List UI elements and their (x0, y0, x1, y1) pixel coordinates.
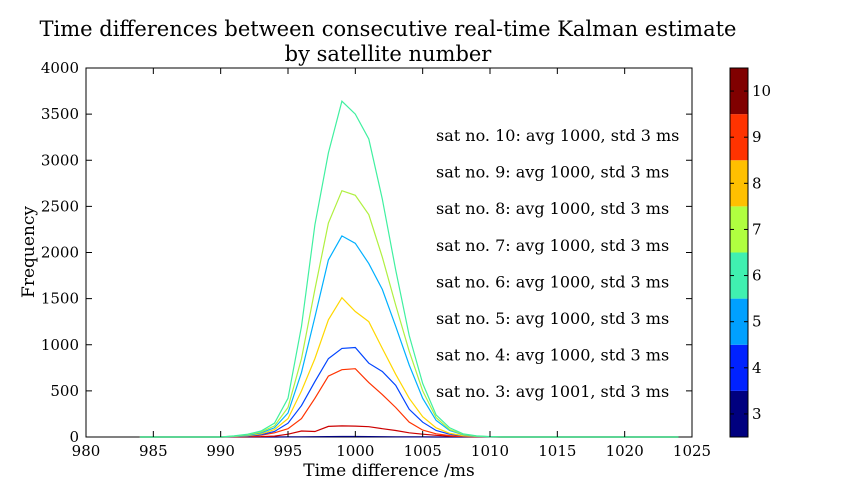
colorbar-label: 8 (752, 174, 762, 192)
y-tick-label: 3500 (41, 105, 79, 123)
y-tick-label: 3000 (41, 151, 79, 169)
colorbar-segment (730, 68, 748, 115)
colorbar-label: 6 (752, 267, 762, 285)
annotation-text: sat no. 10: avg 1000, std 3 ms (436, 126, 679, 145)
y-tick-label: 2500 (41, 197, 79, 215)
y-tick-label: 0 (69, 428, 79, 446)
colorbar-segment (730, 390, 748, 437)
colorbar-segment (730, 206, 748, 253)
colorbar-segment (730, 252, 748, 299)
colorbar-frame (729, 67, 749, 438)
x-tick-label: 1005 (404, 442, 442, 460)
x-tick-label: 990 (206, 442, 235, 460)
chart-subtitle: by satellite number (285, 42, 493, 66)
colorbar-label: 9 (752, 128, 762, 146)
annotation-text: sat no. 3: avg 1001, std 3 ms (436, 382, 669, 401)
y-tick-label: 2000 (41, 244, 79, 262)
x-tick-label: 980 (72, 442, 101, 460)
chart-title: Time differences between consecutive rea… (40, 17, 737, 41)
series-group (139, 100, 679, 438)
y-tick-label: 1000 (41, 336, 79, 354)
series-line-sat-10 (139, 100, 679, 438)
x-tick-label: 1010 (471, 442, 509, 460)
annotation-text: sat no. 4: avg 1000, std 3 ms (436, 346, 669, 365)
annotations: sat no. 10: avg 1000, std 3 ms sat no. 9:… (436, 126, 679, 401)
annotation-text: sat no. 9: avg 1000, std 3 ms (436, 163, 669, 182)
colorbar-label: 3 (752, 405, 762, 423)
colorbar-segment (730, 114, 748, 161)
colorbar-segment (730, 344, 748, 391)
y-axis-label: Frequency (19, 206, 39, 298)
y-tick-label: 4000 (41, 59, 79, 77)
y-tick-label: 1500 (41, 290, 79, 308)
plot-area (85, 67, 693, 438)
colorbar-label: 4 (752, 359, 762, 377)
annotation-text: sat no. 6: avg 1000, std 3 ms (436, 272, 669, 291)
x-tick-label: 995 (274, 442, 303, 460)
annotation-text: sat no. 5: avg 1000, std 3 ms (436, 309, 669, 328)
colorbar-label: 5 (752, 313, 762, 331)
x-tick-label: 1000 (336, 442, 374, 460)
colorbar-label: 7 (752, 220, 762, 238)
colorbar-label: 10 (752, 82, 771, 100)
x-tick-label: 1020 (606, 442, 644, 460)
x-tick-label: 1015 (538, 442, 576, 460)
x-tick-label: 985 (139, 442, 168, 460)
x-tick-label: 1025 (673, 442, 711, 460)
y-tick-label: 500 (50, 382, 79, 400)
colorbar: 3 4 5 6 7 8 9 10 (729, 67, 771, 438)
colorbar-segment (730, 298, 748, 345)
x-axis-label: Time difference /ms (303, 461, 475, 481)
annotation-text: sat no. 7: avg 1000, std 3 ms (436, 236, 669, 255)
y-axis: 0 500 1000 1500 2000 2500 3000 3500 4000 (41, 59, 692, 446)
x-axis: 980 985 990 995 1000 1005 1010 1015 1020 1025 (72, 68, 711, 460)
colorbar-segment (730, 160, 748, 207)
annotation-text: sat no. 8: avg 1000, std 3 ms (436, 199, 669, 218)
